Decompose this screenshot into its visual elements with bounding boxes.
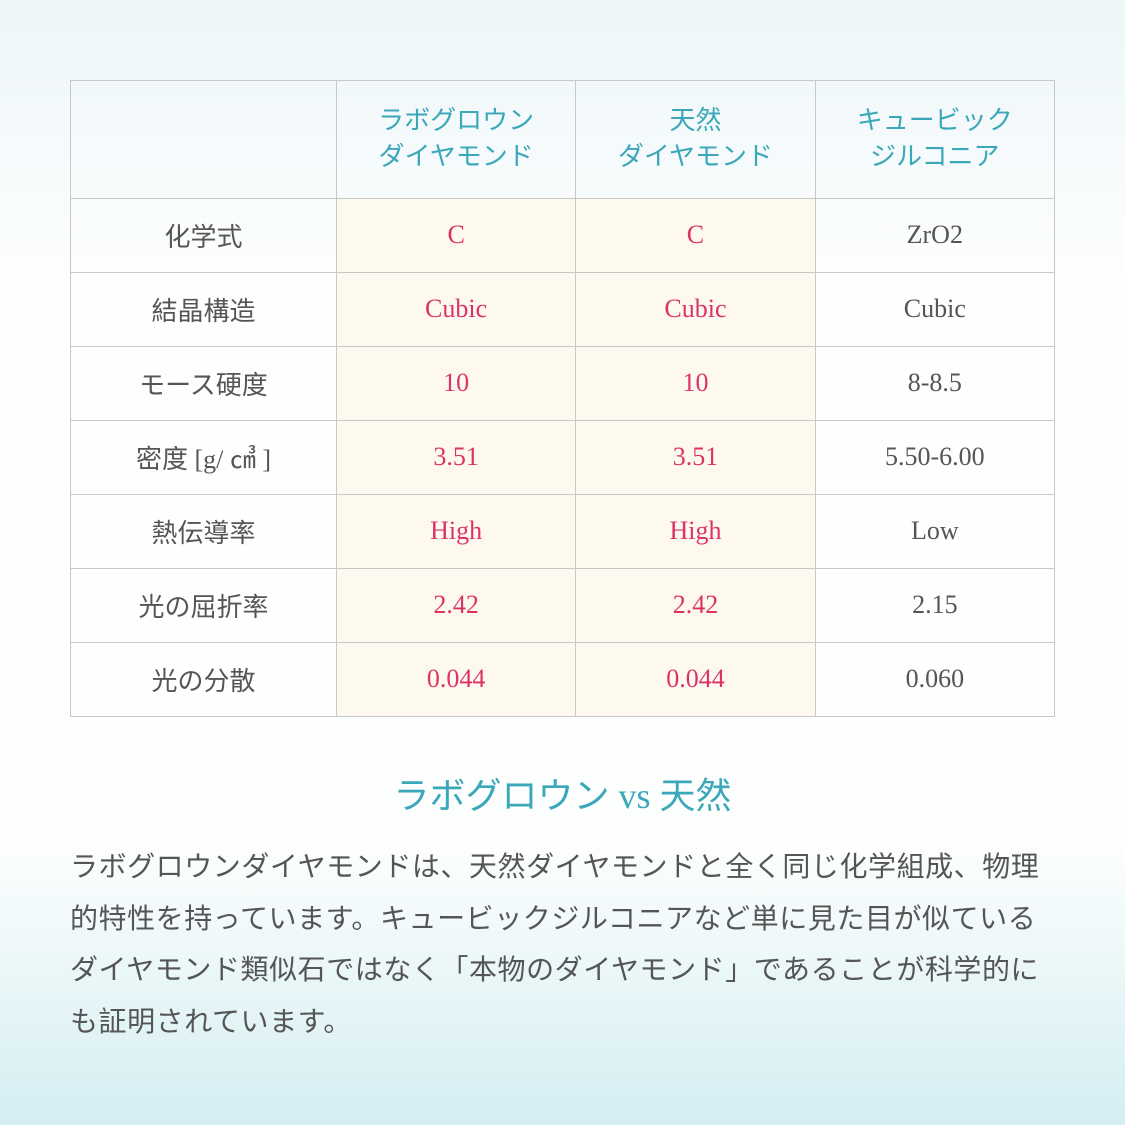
table-row: 光の分散 0.044 0.044 0.060 [71, 642, 1055, 716]
table-row: 化学式 C C ZrO2 [71, 198, 1055, 272]
row-label: 光の屈折率 [71, 568, 337, 642]
table-row: 密度 [g/ ㎤ ] 3.51 3.51 5.50-6.00 [71, 420, 1055, 494]
cell-lab: 2.42 [336, 568, 575, 642]
cell-nat: C [576, 198, 815, 272]
comparison-table: ラボグロウンダイヤモンド 天然ダイヤモンド キュービックジルコニア 化学式 C … [70, 80, 1055, 717]
cell-lab: High [336, 494, 575, 568]
row-label: 熱伝導率 [71, 494, 337, 568]
row-label: モース硬度 [71, 346, 337, 420]
header-natural: 天然ダイヤモンド [576, 81, 815, 199]
header-cz: キュービックジルコニア [815, 81, 1054, 199]
cell-nat: High [576, 494, 815, 568]
cell-nat: 0.044 [576, 642, 815, 716]
cell-lab: C [336, 198, 575, 272]
header-blank [71, 81, 337, 199]
cell-cz: 5.50-6.00 [815, 420, 1054, 494]
cell-lab: 10 [336, 346, 575, 420]
table-row: 熱伝導率 High High Low [71, 494, 1055, 568]
table-row: モース硬度 10 10 8-8.5 [71, 346, 1055, 420]
cell-cz: Cubic [815, 272, 1054, 346]
cell-lab: 3.51 [336, 420, 575, 494]
cell-nat: 10 [576, 346, 815, 420]
cell-nat: 3.51 [576, 420, 815, 494]
section-description: ラボグロウンダイヤモンドは、天然ダイヤモンドと全く同じ化学組成、物理的特性を持っ… [70, 841, 1055, 1048]
table-row: 光の屈折率 2.42 2.42 2.15 [71, 568, 1055, 642]
table-header-row: ラボグロウンダイヤモンド 天然ダイヤモンド キュービックジルコニア [71, 81, 1055, 199]
row-label: 密度 [g/ ㎤ ] [71, 420, 337, 494]
cell-lab: 0.044 [336, 642, 575, 716]
row-label: 光の分散 [71, 642, 337, 716]
header-lab: ラボグロウンダイヤモンド [336, 81, 575, 199]
cell-nat: Cubic [576, 272, 815, 346]
row-label: 化学式 [71, 198, 337, 272]
cell-cz: ZrO2 [815, 198, 1054, 272]
cell-lab: Cubic [336, 272, 575, 346]
table-row: 結晶構造 Cubic Cubic Cubic [71, 272, 1055, 346]
cell-cz: 2.15 [815, 568, 1054, 642]
cell-cz: 8-8.5 [815, 346, 1054, 420]
cell-cz: 0.060 [815, 642, 1054, 716]
cell-cz: Low [815, 494, 1054, 568]
section-heading: ラボグロウン vs 天然 [70, 767, 1055, 819]
cell-nat: 2.42 [576, 568, 815, 642]
table-body: 化学式 C C ZrO2 結晶構造 Cubic Cubic Cubic モース硬… [71, 198, 1055, 716]
row-label: 結晶構造 [71, 272, 337, 346]
